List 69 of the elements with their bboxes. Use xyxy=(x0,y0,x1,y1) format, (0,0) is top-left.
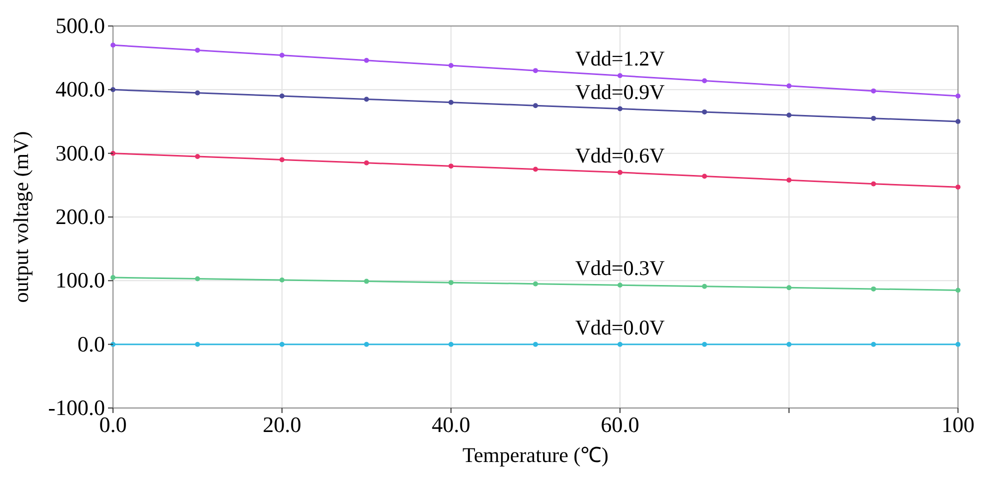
x-tick-label: 100 xyxy=(942,412,974,437)
point xyxy=(448,100,454,105)
point xyxy=(786,83,792,88)
point xyxy=(702,342,707,347)
point xyxy=(618,73,622,78)
point xyxy=(956,94,960,99)
point xyxy=(871,88,876,94)
y-tick-label: 200.0 xyxy=(56,204,105,229)
point xyxy=(786,178,792,183)
point xyxy=(110,42,116,48)
point xyxy=(533,342,538,347)
series-label: Vdd=0.3V xyxy=(575,256,665,280)
point xyxy=(956,342,960,347)
x-tick-label: 60.0 xyxy=(600,412,640,437)
point xyxy=(364,58,369,63)
point xyxy=(702,284,707,289)
point xyxy=(871,286,876,292)
point xyxy=(280,157,284,162)
point xyxy=(786,285,792,290)
y-tick-label: 500.0 xyxy=(56,13,105,38)
point xyxy=(110,274,116,280)
point xyxy=(618,342,622,347)
point xyxy=(871,342,876,347)
point xyxy=(195,48,200,53)
point xyxy=(786,112,792,118)
point xyxy=(448,280,454,286)
point xyxy=(364,342,369,347)
point xyxy=(195,154,200,160)
point xyxy=(533,166,538,172)
y-tick-label: 100.0 xyxy=(56,268,105,293)
point xyxy=(618,282,622,288)
point xyxy=(618,106,622,112)
y-tick-label: 300.0 xyxy=(56,140,105,166)
series-label: Vdd=0.0V xyxy=(575,315,665,340)
point xyxy=(956,184,960,190)
y-axis-title: output voltage (mV) xyxy=(9,131,33,303)
point xyxy=(786,342,792,347)
series-label: Vdd=0.9V xyxy=(575,80,665,104)
point xyxy=(280,278,284,283)
x-axis-title: Temperature (℃) xyxy=(462,443,609,467)
point xyxy=(448,342,454,347)
point xyxy=(364,278,369,284)
point xyxy=(364,96,369,102)
point xyxy=(533,68,538,74)
point xyxy=(448,62,454,68)
point xyxy=(280,342,284,347)
x-tick-label: 40.0 xyxy=(432,412,470,437)
point xyxy=(364,160,369,166)
point xyxy=(533,281,538,286)
point xyxy=(533,103,538,108)
point xyxy=(702,109,707,114)
point xyxy=(871,181,876,186)
point xyxy=(195,342,200,347)
point xyxy=(448,164,454,169)
series-label: Vdd=0.6V xyxy=(575,143,665,168)
point xyxy=(280,52,284,58)
point xyxy=(618,170,622,175)
point xyxy=(195,276,200,282)
point xyxy=(702,174,707,179)
point xyxy=(956,288,960,293)
point xyxy=(195,90,200,96)
point xyxy=(702,78,707,84)
point xyxy=(280,94,284,99)
y-tick-label: 0.0 xyxy=(78,331,105,356)
y-tick-label: 400.0 xyxy=(56,76,105,102)
point xyxy=(871,116,876,121)
series-label: Vdd=1.2V xyxy=(575,46,665,71)
point xyxy=(956,119,960,124)
x-tick-label: 20.0 xyxy=(262,412,302,437)
